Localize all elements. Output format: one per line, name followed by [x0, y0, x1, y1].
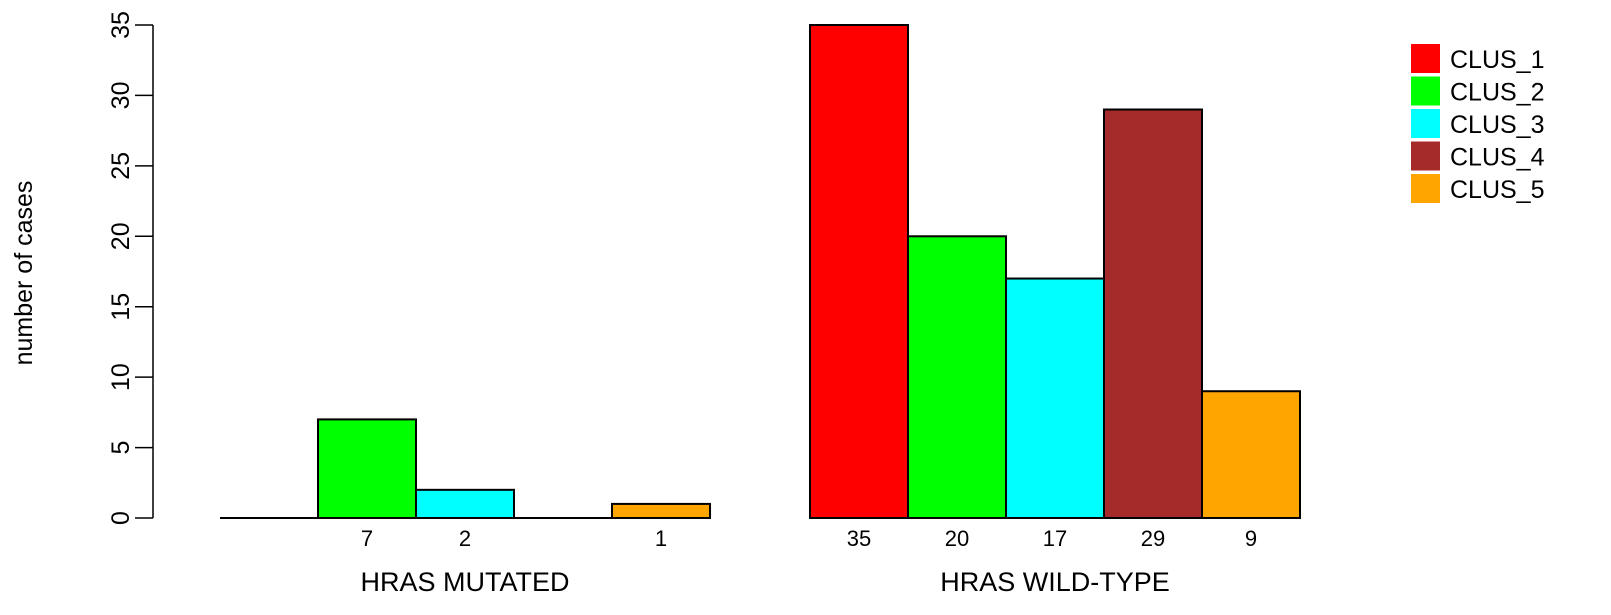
y-axis-title: number of cases: [10, 181, 38, 366]
legend-label: CLUS_1: [1450, 46, 1545, 74]
y-tick-label: 5: [107, 441, 135, 455]
bar-value-label: 20: [945, 526, 969, 551]
bar-value-labels: 7 2 1 35 20 17 29 9: [361, 526, 1257, 551]
y-tick-label: 0: [107, 511, 135, 525]
bar-clus-2: [907, 235, 1007, 520]
legend: CLUS_1 CLUS_2 CLUS_3 CLUS_4 CLUS_5: [1411, 44, 1545, 204]
legend-label: CLUS_3: [1450, 111, 1545, 139]
bar-clus-1: [809, 24, 909, 519]
y-axis: 0 5 10 15 20 25 30 35: [107, 11, 154, 525]
bar-clus-5: [611, 502, 711, 519]
legend-swatch: [1411, 76, 1440, 106]
legend-label: CLUS_2: [1450, 79, 1545, 107]
bar-value-label: 17: [1043, 526, 1067, 551]
legend-label: CLUS_4: [1450, 144, 1545, 172]
group-labels: HRAS MUTATED HRAS WILD-TYPE: [361, 567, 1170, 597]
legend-swatch: [1411, 174, 1440, 203]
bar-value-label: 1: [655, 526, 667, 551]
y-tick-label: 20: [107, 222, 135, 250]
bar-clus-5: [1201, 390, 1301, 520]
bar-clus-3: [415, 488, 515, 520]
y-tick-label: 10: [107, 363, 135, 391]
bar-value-label: 7: [361, 526, 373, 551]
bar-value-label: 29: [1141, 526, 1165, 551]
y-tick-label: 30: [107, 82, 135, 110]
bar-value-label: 2: [459, 526, 471, 551]
y-tick-label: 15: [107, 293, 135, 321]
bar-value-label: 35: [847, 526, 871, 551]
group-label: HRAS MUTATED: [361, 567, 570, 597]
y-tick-label: 35: [107, 11, 135, 39]
bar-clus-4: [1103, 108, 1203, 519]
legend-swatch: [1411, 109, 1440, 138]
legend-swatch: [1411, 44, 1440, 73]
bar-clus-3: [1005, 277, 1105, 519]
bar-value-label: 9: [1245, 526, 1257, 551]
legend-swatch: [1411, 141, 1440, 171]
legend-label: CLUS_5: [1450, 176, 1545, 204]
bar-clus-2: [317, 418, 417, 519]
bars: [220, 24, 1301, 520]
group-label: HRAS WILD-TYPE: [940, 567, 1170, 597]
y-tick-label: 25: [107, 152, 135, 180]
